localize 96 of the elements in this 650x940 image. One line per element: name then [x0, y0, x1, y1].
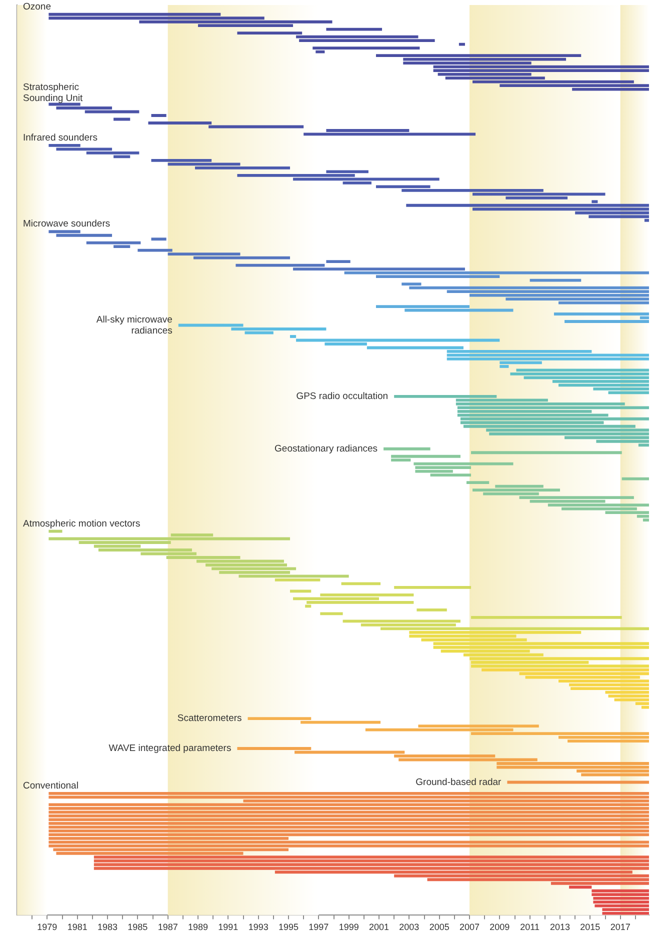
- bar: [593, 900, 649, 904]
- bar: [564, 320, 649, 323]
- bar: [48, 810, 649, 814]
- x-tick-label: 1987: [158, 922, 178, 932]
- bar: [376, 54, 582, 58]
- bar: [472, 488, 560, 492]
- x-tick-label: 2011: [520, 922, 540, 932]
- y-tick-label: Geostationary radiances: [274, 443, 378, 454]
- bar: [94, 856, 649, 859]
- bar: [48, 829, 649, 832]
- bar: [326, 28, 382, 31]
- bar: [554, 312, 649, 316]
- bar: [274, 578, 320, 582]
- bar: [510, 372, 649, 376]
- bar: [48, 822, 649, 825]
- bar: [471, 451, 622, 454]
- x-tick-label: 2007: [459, 922, 480, 932]
- bar: [406, 204, 649, 207]
- bar: [433, 69, 649, 72]
- bar: [48, 818, 649, 822]
- x-tick-label: 2015: [580, 922, 600, 932]
- bar: [592, 893, 649, 896]
- bar: [151, 114, 166, 117]
- bar: [592, 889, 649, 892]
- bar: [457, 406, 649, 410]
- bar: [466, 481, 490, 484]
- x-tick-label: 2003: [399, 922, 420, 932]
- x-tick-label: 2005: [429, 922, 450, 932]
- bar: [416, 608, 447, 612]
- bar: [48, 826, 649, 829]
- x-tick-label: 1981: [67, 922, 88, 932]
- bar: [458, 42, 465, 46]
- bar: [414, 462, 514, 466]
- bar: [433, 646, 649, 649]
- bar: [48, 844, 649, 848]
- bar: [290, 335, 296, 338]
- x-tick-label: 2009: [490, 922, 510, 932]
- bar: [94, 866, 649, 870]
- bar: [342, 620, 460, 623]
- x-tick-label: 1983: [97, 922, 118, 932]
- bar: [460, 417, 649, 420]
- bar: [594, 904, 649, 908]
- bar: [530, 278, 582, 282]
- bar: [326, 260, 350, 264]
- x-tick-label: 1985: [128, 922, 148, 932]
- x-tick-label: 1997: [308, 922, 329, 932]
- bar: [608, 694, 649, 698]
- y-tick-label: Ground-based radar: [416, 776, 502, 788]
- x-tick-label: 2013: [550, 922, 570, 932]
- bar: [570, 687, 649, 690]
- x-tick-label: 1995: [278, 922, 299, 932]
- bar: [94, 863, 649, 866]
- bar: [48, 792, 649, 795]
- bar: [151, 238, 166, 241]
- bar: [593, 896, 649, 900]
- bar: [48, 833, 649, 836]
- y-tick-label: Infrared sounders: [23, 132, 98, 144]
- x-tick-label: 1993: [248, 922, 268, 932]
- bar: [391, 454, 460, 458]
- bar: [602, 912, 649, 915]
- bar: [384, 447, 430, 450]
- bar: [48, 840, 649, 844]
- x-tick-label: 2001: [368, 922, 390, 932]
- y-tick-label: Microwave sounders: [23, 218, 110, 230]
- bar: [290, 590, 312, 593]
- bar: [312, 46, 420, 50]
- bar: [446, 358, 649, 360]
- bar: [86, 241, 141, 244]
- bar: [569, 886, 592, 889]
- y-tick-label: Ozone: [23, 2, 51, 12]
- y-tick-label: Scatterometers: [177, 713, 242, 724]
- bar: [48, 814, 649, 818]
- bar: [471, 616, 622, 619]
- bar: [48, 803, 649, 806]
- y-tick-label: WAVE integrated parameters: [108, 743, 232, 754]
- x-tick-label: 1979: [37, 922, 58, 932]
- x-tick-label: 1989: [188, 922, 208, 932]
- bar: [341, 582, 381, 586]
- bar: [489, 432, 649, 436]
- y-tick-label: Stratospheric Sounding Unit: [23, 82, 84, 104]
- bar: [622, 477, 649, 480]
- y-tick-label: All-sky microwave radiances: [96, 314, 173, 336]
- x-tick-label: 1999: [338, 922, 359, 932]
- y-tick-label: Atmospheric motion vectors: [23, 518, 140, 530]
- x-tick-label: 2017: [610, 922, 630, 932]
- bar: [344, 271, 649, 274]
- x-tick-label: 1991: [218, 922, 238, 932]
- bar: [320, 612, 343, 616]
- bar: [48, 806, 649, 810]
- y-tick-label: GPS radio occultation: [296, 391, 388, 402]
- y-tick-label: Conventional: [23, 780, 78, 792]
- bar: [409, 630, 582, 634]
- bar: [394, 586, 472, 589]
- bar: [471, 664, 649, 668]
- bar: [94, 859, 649, 862]
- bar: [299, 39, 435, 42]
